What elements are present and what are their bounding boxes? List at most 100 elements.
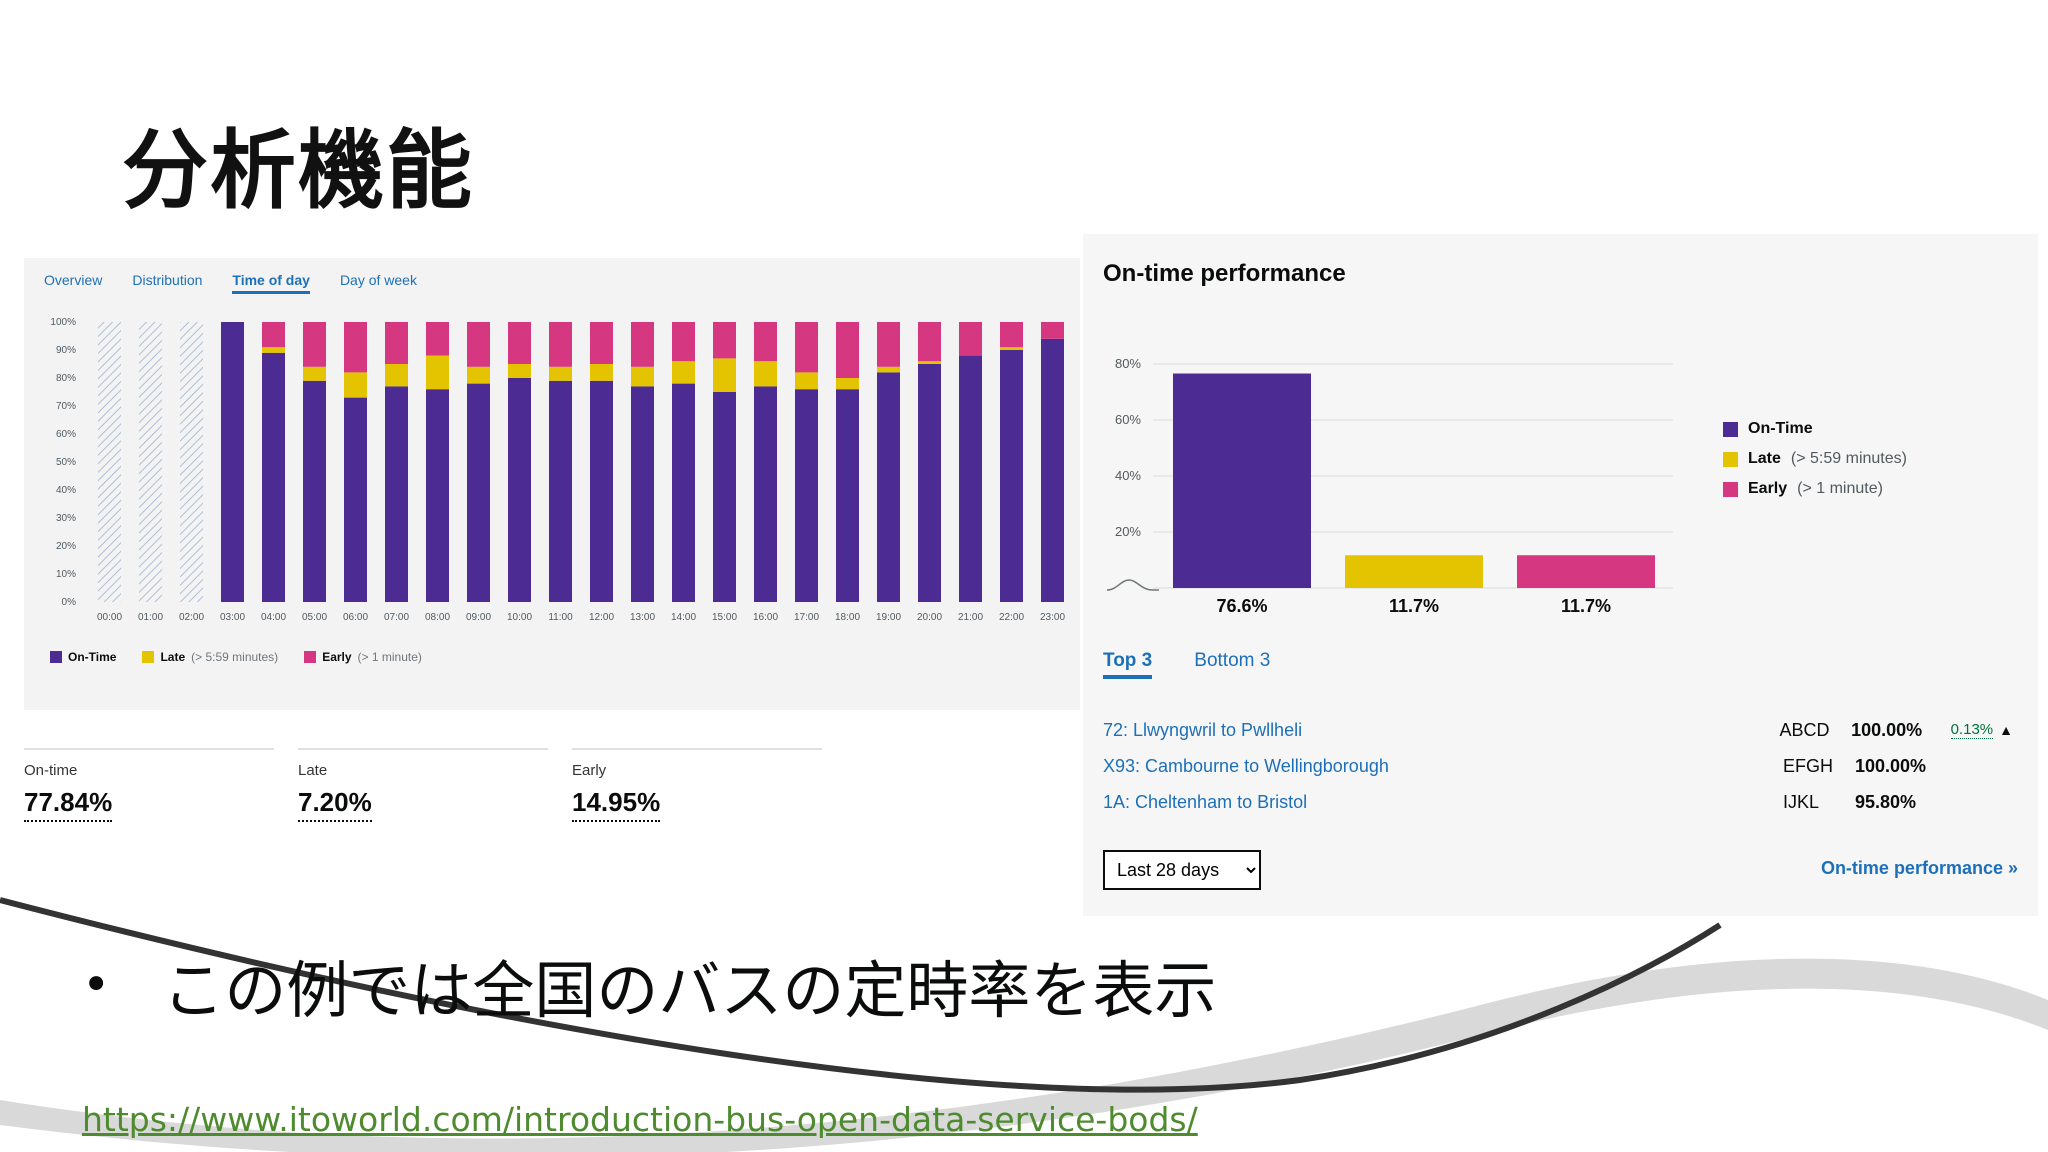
bar-on-time[interactable] (303, 380, 326, 602)
bar-early[interactable] (1517, 555, 1655, 588)
bar-early[interactable] (754, 322, 777, 362)
bar-early[interactable] (262, 322, 285, 348)
bar-early[interactable] (795, 322, 818, 373)
bar-early[interactable] (672, 322, 695, 362)
bar-on-time[interactable] (1173, 373, 1311, 588)
tab-day-of-week[interactable]: Day of week (339, 272, 417, 288)
bar-late[interactable] (918, 361, 941, 364)
bar-late[interactable] (754, 361, 777, 387)
bar-on-time[interactable] (672, 383, 695, 602)
route-change[interactable]: 0.13% (1950, 721, 1994, 739)
time-of-day-panel: Overview Distribution Time of day Day of… (24, 258, 1080, 710)
legend-item-early: Early (> 1 minute) (304, 650, 422, 664)
tab-top-3[interactable]: Top 3 (1103, 650, 1153, 679)
stat-early: Early 14.95% (572, 748, 822, 822)
legend-swatch-on-time (1723, 421, 1738, 437)
bar-late[interactable] (672, 361, 695, 384)
bar-late[interactable] (631, 366, 654, 387)
tab-bottom-3[interactable]: Bottom 3 (1194, 650, 1271, 671)
bar-late[interactable] (1000, 347, 1023, 350)
bar-late[interactable] (1345, 555, 1483, 588)
bar-late[interactable] (262, 347, 285, 353)
bar-on-time[interactable] (836, 389, 859, 602)
bar-on-time[interactable] (344, 397, 367, 602)
bar-early[interactable] (508, 322, 531, 364)
bar-on-time[interactable] (877, 372, 900, 602)
x-tick-label: 05:00 (302, 612, 327, 623)
bar-on-time[interactable] (590, 380, 613, 602)
route-link[interactable]: X93: Cambourne to Wellingborough (1103, 755, 1389, 776)
stat-label: Late (298, 762, 328, 779)
bar-late[interactable] (467, 366, 490, 384)
route-link[interactable]: 1A: Cheltenham to Bristol (1103, 791, 1308, 812)
time-of-day-legend: On-Time Late (> 5:59 minutes) Early (> 1… (50, 650, 422, 664)
bar-early[interactable] (549, 322, 572, 367)
bar-on-time[interactable] (795, 389, 818, 602)
bar-on-time[interactable] (508, 378, 531, 602)
bar-late[interactable] (549, 366, 572, 381)
stat-value[interactable]: 7.20% (298, 787, 372, 822)
route-percent: 100.00% (1855, 755, 1927, 776)
bar-early[interactable] (877, 322, 900, 367)
bar-early[interactable] (713, 322, 736, 359)
bar-on-time[interactable] (385, 386, 408, 602)
bar-early[interactable] (1000, 322, 1023, 348)
tab-time-of-day[interactable]: Time of day (232, 272, 310, 294)
y-tick-label: 40% (1115, 468, 1141, 483)
bar-early[interactable] (1041, 322, 1064, 339)
bar-on-time[interactable] (713, 392, 736, 602)
bar-late[interactable] (508, 364, 531, 378)
bullet-text: この例では全国のバスの定時率を表示 (162, 954, 1217, 1027)
period-select[interactable]: Last 28 days (1103, 850, 1261, 890)
route-link[interactable]: 72: Llwyngwril to Pwllheli (1103, 719, 1303, 740)
bar-early[interactable] (385, 322, 408, 364)
bar-on-time[interactable] (262, 352, 285, 602)
bar-early[interactable] (918, 322, 941, 362)
y-tick-label: 20% (1115, 524, 1141, 539)
bar-on-time[interactable] (1000, 350, 1023, 602)
bar-on-time[interactable] (631, 386, 654, 602)
bar-late[interactable] (426, 355, 449, 390)
bar-early[interactable] (426, 322, 449, 356)
bar-on-time[interactable] (1041, 338, 1064, 602)
bar-on-time[interactable] (549, 380, 572, 602)
y-tick-label: 60% (1115, 412, 1141, 427)
bar-early[interactable] (467, 322, 490, 367)
y-tick-label: 80% (1115, 356, 1141, 371)
bar-early[interactable] (303, 322, 326, 367)
bar-late[interactable] (590, 364, 613, 381)
bar-early[interactable] (631, 322, 654, 367)
bar-late[interactable] (385, 364, 408, 387)
legend-swatch-on-time (50, 651, 62, 663)
tab-overview[interactable]: Overview (44, 272, 103, 288)
bar-on-time[interactable] (959, 355, 982, 602)
bar-late[interactable] (344, 372, 367, 398)
bar-on-time[interactable] (221, 322, 244, 602)
bar-late[interactable] (836, 378, 859, 390)
bar-on-time[interactable] (426, 389, 449, 602)
bar-late[interactable] (303, 366, 326, 381)
bar-early[interactable] (959, 322, 982, 356)
bar-early[interactable] (590, 322, 613, 364)
bar-on-time[interactable] (754, 386, 777, 602)
legend-note-late: (> 5:59 minutes) (1790, 450, 1907, 467)
x-tick-label: 08:00 (425, 612, 450, 623)
bar-early[interactable] (836, 322, 859, 378)
on-time-performance-link[interactable]: On-time performance » (1820, 858, 2018, 878)
source-link[interactable]: https://www.itoworld.com/introduction-bu… (82, 1100, 1198, 1139)
stat-value[interactable]: 77.84% (24, 787, 113, 822)
data-label: 76.6% (1216, 596, 1267, 614)
x-tick-label: 22:00 (999, 612, 1024, 623)
sparkline-icon (1106, 579, 1159, 591)
stat-value[interactable]: 14.95% (572, 787, 661, 822)
stat-on-time: On-time 77.84% (24, 748, 274, 822)
bar-early[interactable] (344, 322, 367, 373)
stat-label: Early (572, 762, 607, 779)
bar-late[interactable] (795, 372, 818, 390)
bar-late[interactable] (877, 366, 900, 373)
bar-late[interactable] (713, 358, 736, 392)
bar-on-time[interactable] (467, 383, 490, 602)
tab-distribution[interactable]: Distribution (132, 272, 203, 288)
route-percent: 95.80% (1855, 791, 1917, 812)
bar-on-time[interactable] (918, 364, 941, 602)
